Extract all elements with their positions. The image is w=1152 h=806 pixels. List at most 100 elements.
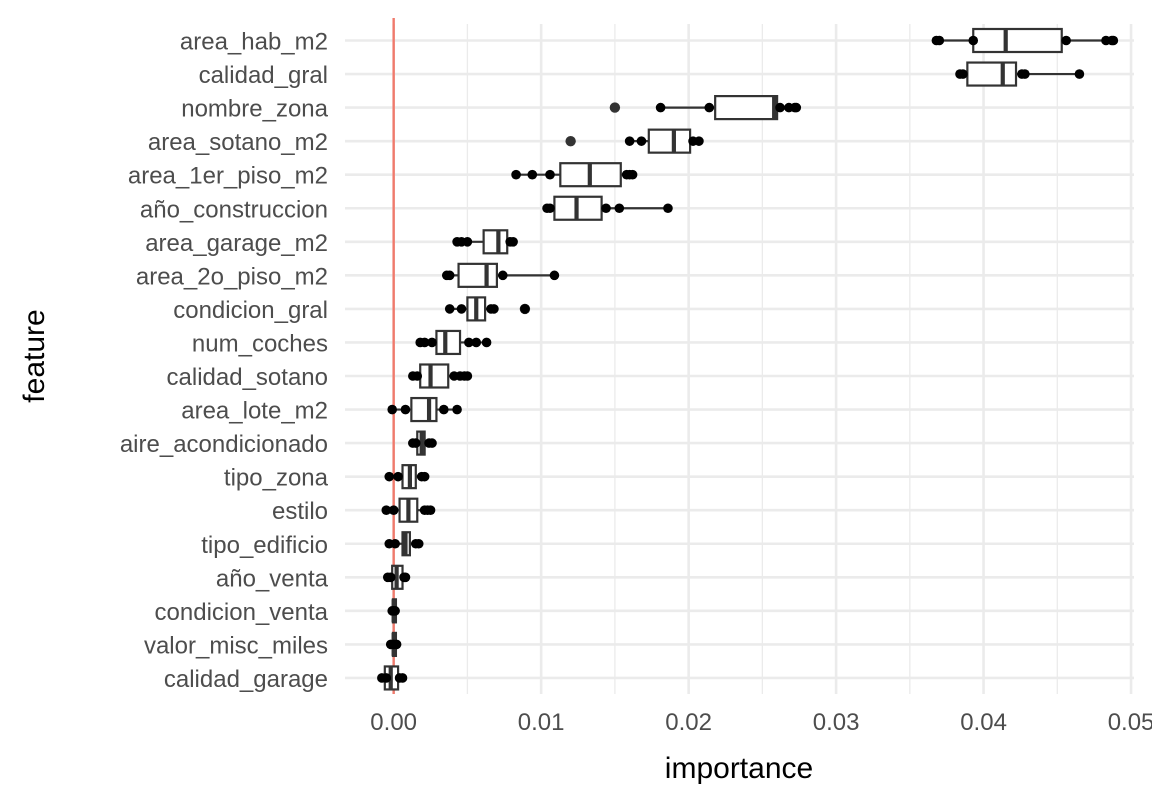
point-5-2: [601, 203, 611, 214]
point-3-3: [694, 136, 704, 146]
point-0-3: [1061, 35, 1071, 46]
point-9-2: [427, 337, 437, 348]
point-19-3: [397, 673, 408, 683]
point-10-5: [462, 371, 473, 381]
point-4-2: [545, 169, 555, 180]
outlier-2-0: [609, 102, 621, 113]
point-14-0: [381, 505, 392, 515]
point-3-1: [636, 136, 647, 146]
point-0-1: [934, 35, 945, 46]
y-axis-tick-labels: area_hab_m2 calidad_gral nombre_zona area_s…: [120, 29, 329, 693]
y-tick-label-3: area_sotano_m2: [148, 129, 328, 156]
box-3: [647, 128, 692, 154]
point-2-0: [655, 102, 666, 113]
y-tick-label-18: valor_misc_miles: [144, 632, 328, 659]
x-tick-label-2: 0.02: [665, 709, 712, 736]
point-2-2: [775, 102, 785, 113]
point-0-2: [968, 35, 979, 46]
y-tick-label-15: tipo_edificio: [201, 532, 328, 559]
point-10-1: [412, 371, 423, 381]
minor-gridlines: [466, 24, 1058, 694]
point-9-1: [419, 337, 430, 348]
point-2-5: [791, 102, 802, 113]
point-1-4: [1074, 69, 1085, 79]
point-8-1: [456, 304, 467, 314]
point-11-3: [452, 404, 462, 415]
point-16-1: [385, 572, 396, 583]
point-13-0: [384, 471, 395, 482]
point-11-1: [400, 404, 411, 415]
point-6-2: [462, 237, 473, 247]
y-tick-label-2: nombre_zona: [181, 96, 328, 123]
point-4-5: [627, 169, 638, 180]
data-points-series: [377, 35, 1119, 683]
y-tick-label-9: num_coches: [192, 330, 328, 357]
y-tick-label-7: area_2o_piso_m2: [136, 263, 328, 290]
point-5-3: [614, 203, 625, 214]
point-11-0: [387, 404, 397, 415]
y-tick-label-13: tipo_zona: [224, 465, 329, 492]
y-tick-label-14: estilo: [272, 498, 328, 525]
box-7: [457, 262, 499, 288]
point-7-3: [549, 270, 560, 281]
point-17-2: [390, 606, 400, 616]
y-tick-label-16: año_venta: [216, 565, 329, 592]
y-tick-label-5: año_construccion: [140, 196, 328, 223]
point-3-0: [624, 136, 635, 146]
y-tick-label-0: area_hab_m2: [180, 29, 328, 56]
x-axis-tick-labels: 0.00 0.01 0.02 0.03 0.04 0.05: [370, 709, 1152, 736]
point-9-4: [471, 337, 482, 348]
point-0-6: [1108, 35, 1119, 46]
point-14-4: [425, 505, 436, 515]
y-tick-label-10: calidad_sotano: [167, 364, 328, 391]
x-tick-label-5: 0.05: [1108, 709, 1152, 736]
y-tick-label-17: condicion_venta: [155, 599, 329, 626]
box-6: [482, 229, 509, 255]
outlier-3-0: [565, 135, 576, 147]
point-4-1: [527, 169, 538, 180]
x-tick-label-3: 0.03: [813, 709, 860, 736]
point-13-1: [393, 471, 403, 482]
point-8-3: [489, 304, 499, 314]
point-7-2: [498, 270, 508, 281]
box-2: [714, 94, 779, 121]
point-1-1: [958, 69, 968, 79]
point-15-3: [413, 538, 424, 549]
box-0: [972, 27, 1063, 54]
box-1: [966, 61, 1018, 87]
y-tick-label-1: calidad_gral: [199, 62, 328, 89]
y-tick-label-11: area_lote_m2: [181, 398, 328, 425]
point-2-1: [704, 102, 715, 113]
point-4-0: [511, 169, 521, 180]
y-tick-label-19: calidad_garage: [164, 666, 328, 693]
y-tick-label-6: area_garage_m2: [145, 230, 328, 257]
x-tick-label-4: 0.04: [960, 709, 1007, 736]
point-8-0: [444, 304, 455, 314]
point-12-3: [427, 438, 437, 448]
point-13-3: [419, 471, 430, 482]
box-10: [419, 363, 450, 389]
point-15-1: [390, 538, 400, 549]
point-18-2: [391, 639, 402, 650]
major-gridlines: [345, 24, 1134, 694]
point-19-1: [381, 673, 392, 683]
x-tick-label-1: 0.01: [518, 709, 565, 736]
point-11-2: [439, 404, 449, 415]
y-tick-label-4: area_1er_piso_m2: [128, 163, 328, 190]
point-6-4: [508, 237, 518, 247]
point-14-1: [388, 505, 399, 515]
point-8-4: [520, 304, 530, 314]
point-9-3: [464, 337, 474, 348]
box-11: [410, 396, 438, 423]
x-axis-title: importance: [665, 752, 813, 785]
point-5-1: [545, 203, 555, 214]
y-tick-label-8: condicion_gral: [173, 297, 328, 324]
point-1-3: [1020, 69, 1030, 79]
boxplot-series: [381, 27, 1114, 691]
point-5-4: [663, 203, 673, 214]
y-axis-title: feature: [18, 309, 51, 402]
point-16-3: [400, 572, 411, 583]
point-9-5: [481, 337, 492, 348]
point-7-1: [444, 270, 455, 281]
point-12-1: [410, 438, 421, 448]
